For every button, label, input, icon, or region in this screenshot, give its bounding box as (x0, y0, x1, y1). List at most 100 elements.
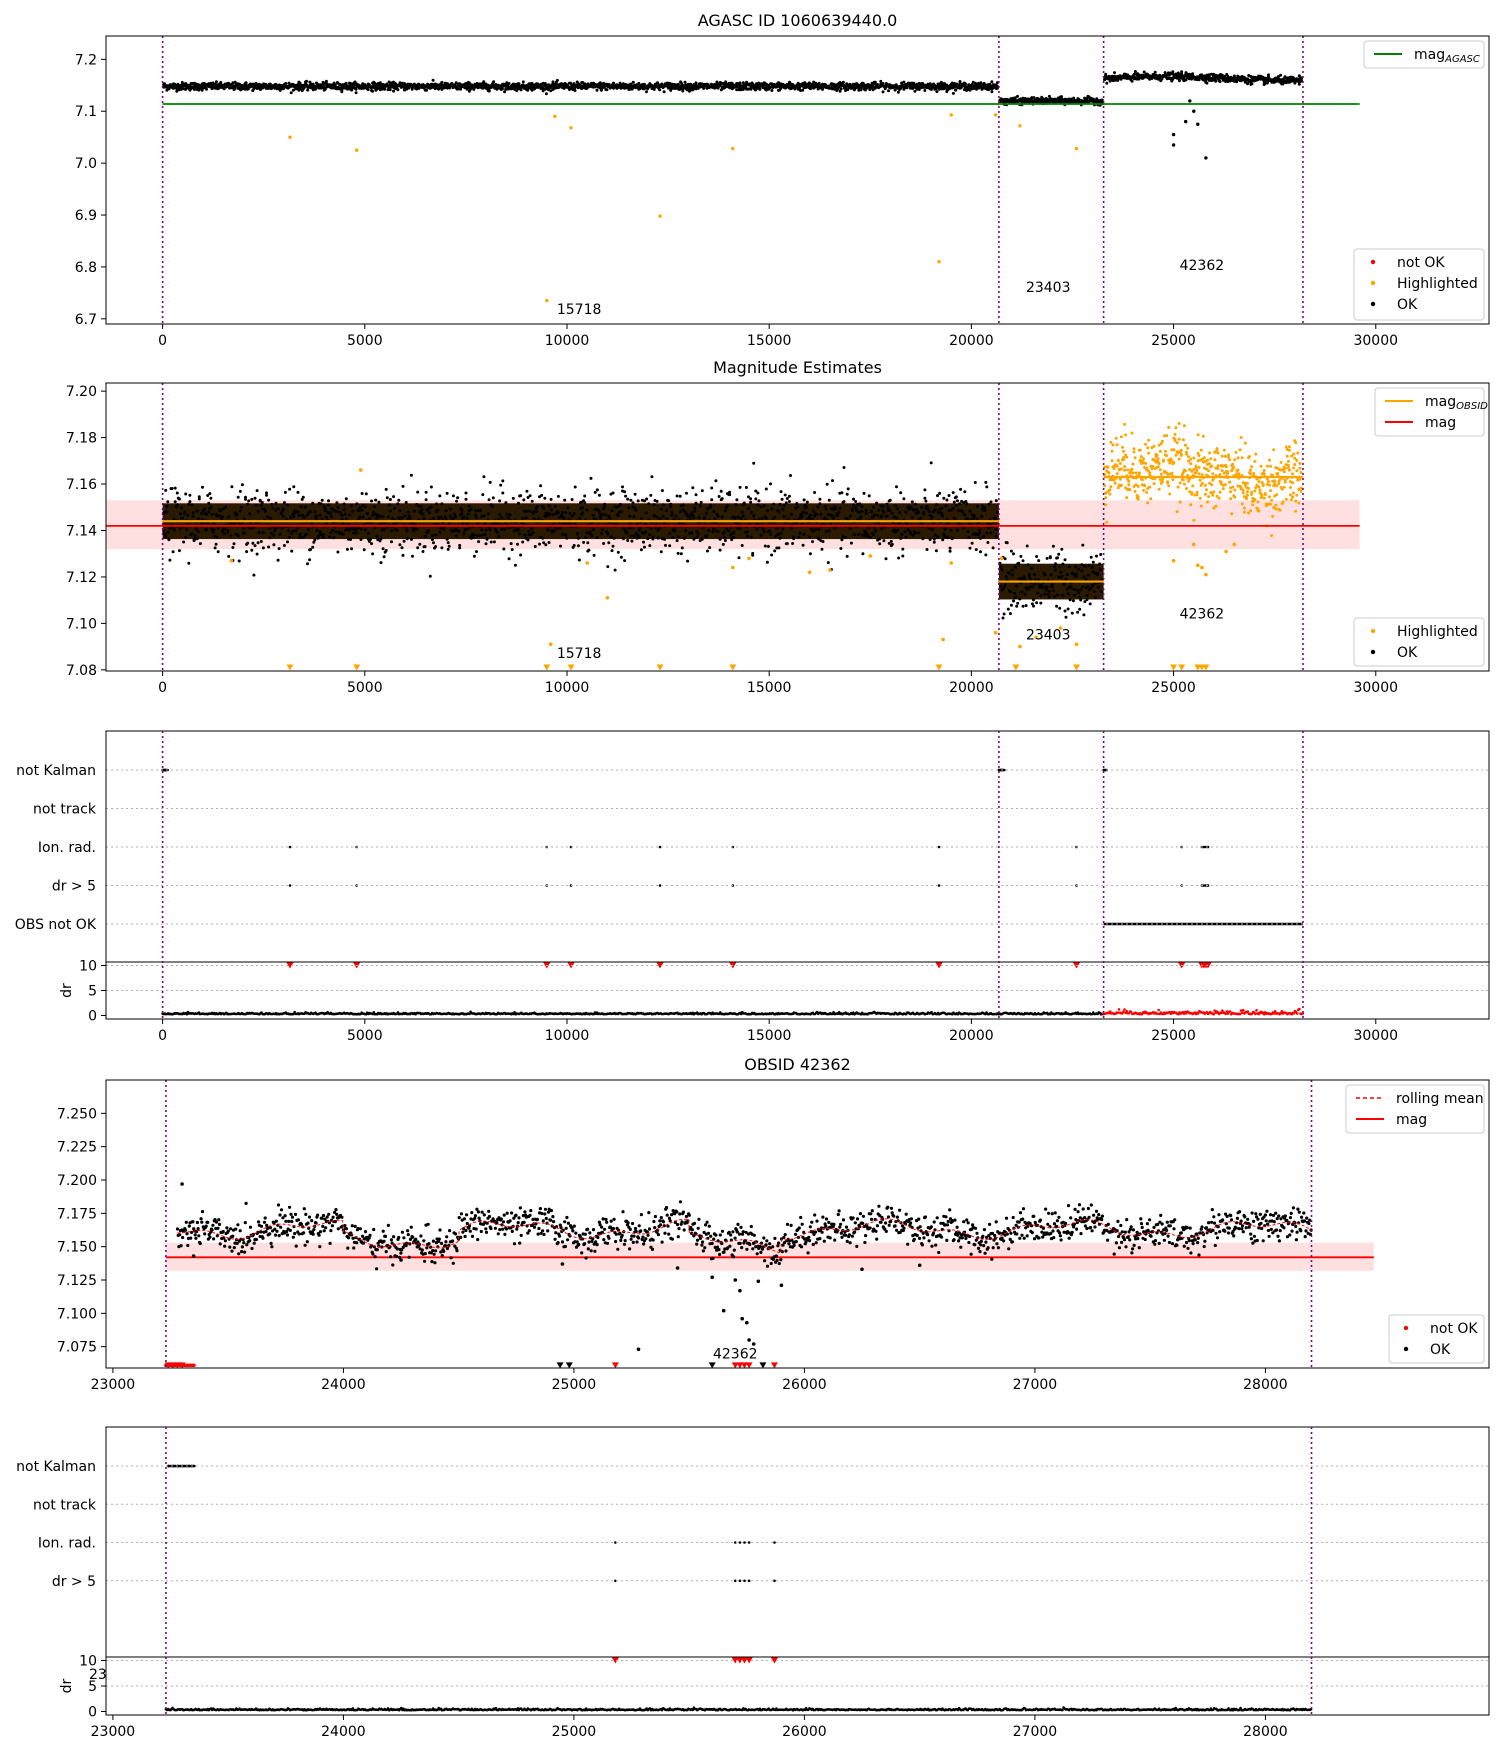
ok-point (1018, 597, 1022, 601)
ok-point (983, 509, 987, 513)
ok-point (406, 510, 410, 514)
ok-point (551, 512, 555, 516)
ok-point (783, 493, 787, 497)
ok-point (374, 498, 378, 502)
ok-point (352, 531, 356, 535)
ok-point (652, 503, 656, 507)
ok-point (888, 508, 892, 512)
ok-point (331, 528, 335, 532)
ok-point (692, 516, 696, 520)
ok-point (184, 492, 188, 496)
ok-point (954, 88, 958, 92)
ok-point (315, 528, 319, 532)
ok-point (267, 498, 271, 502)
ok-point (487, 89, 491, 93)
highlighted-point (1109, 440, 1113, 444)
ok-point (952, 500, 956, 504)
ok-point (359, 538, 363, 541)
ok-point (1058, 565, 1062, 569)
ok-point (384, 487, 388, 491)
ok-point (618, 503, 622, 506)
ok-point (951, 491, 955, 495)
ok-point (208, 492, 212, 496)
ok-point (448, 514, 452, 518)
ok-point (927, 526, 931, 530)
ok-point (1075, 575, 1078, 578)
ok-point (1051, 589, 1055, 593)
ok-point (676, 551, 680, 555)
ok-point (424, 490, 428, 494)
ok-point (1056, 556, 1060, 560)
ok-point (373, 526, 377, 530)
ok-point (679, 552, 683, 556)
ok-point (214, 542, 218, 546)
ok-point (165, 510, 169, 514)
highlighted-point (1122, 449, 1125, 453)
ok-point (390, 83, 394, 87)
ok-point (732, 531, 736, 535)
ok-point (630, 526, 634, 530)
ok-point (882, 539, 886, 543)
ok-point (702, 516, 706, 520)
ok-point (180, 506, 183, 510)
ok-point (472, 554, 476, 558)
ok-point (519, 494, 523, 498)
ok-point (779, 531, 783, 535)
ok-point (207, 510, 211, 514)
ok-point (631, 501, 635, 505)
ok-point (1113, 71, 1116, 75)
ok-point (517, 501, 520, 505)
highlighted-point (1130, 431, 1134, 435)
ok-point (451, 494, 455, 498)
ok-point (388, 88, 392, 92)
ok-point (938, 491, 942, 495)
ok-point (570, 514, 574, 518)
highlighted-point (355, 148, 359, 152)
highlighted-point (1134, 471, 1138, 475)
ok-point (738, 527, 742, 531)
ok-point (401, 85, 405, 89)
ok-point (595, 488, 599, 492)
ok-point (890, 511, 894, 515)
ok-point (733, 516, 737, 520)
ok-point (165, 504, 169, 508)
ok-point (854, 506, 858, 509)
ok-point (177, 549, 181, 553)
highlighted-point (1106, 465, 1110, 469)
ok-point (917, 531, 921, 535)
ok-point (897, 556, 901, 560)
ok-point (955, 499, 959, 503)
ok-point (721, 542, 725, 546)
ok-point (787, 494, 791, 498)
ok-point (941, 538, 945, 542)
ok-point (476, 522, 480, 526)
ok-point (1022, 575, 1026, 579)
ok-point (758, 87, 762, 91)
ok-point (207, 501, 211, 505)
ok-point (966, 530, 970, 533)
ok-point (545, 514, 549, 518)
ok-point (805, 500, 809, 504)
ok-point (552, 529, 556, 533)
ok-point (168, 558, 172, 562)
ok-point (948, 549, 952, 553)
ok-point (343, 512, 347, 516)
ok-point (710, 498, 714, 502)
ok-point (377, 500, 381, 504)
ok-point (1066, 607, 1070, 611)
ok-point (1049, 573, 1053, 577)
ok-point (283, 490, 287, 494)
ok-point (302, 515, 306, 519)
ok-point (622, 537, 625, 541)
ok-point (637, 535, 641, 539)
ok-point (273, 529, 277, 533)
ok-point (1020, 590, 1024, 594)
ok-point (670, 513, 674, 517)
ok-point (692, 537, 696, 541)
ok-point (678, 494, 682, 498)
ok-point (581, 511, 585, 515)
ok-point (460, 508, 464, 512)
ok-point (1008, 590, 1012, 594)
ok-point (1105, 81, 1109, 85)
ok-point (1188, 99, 1192, 103)
